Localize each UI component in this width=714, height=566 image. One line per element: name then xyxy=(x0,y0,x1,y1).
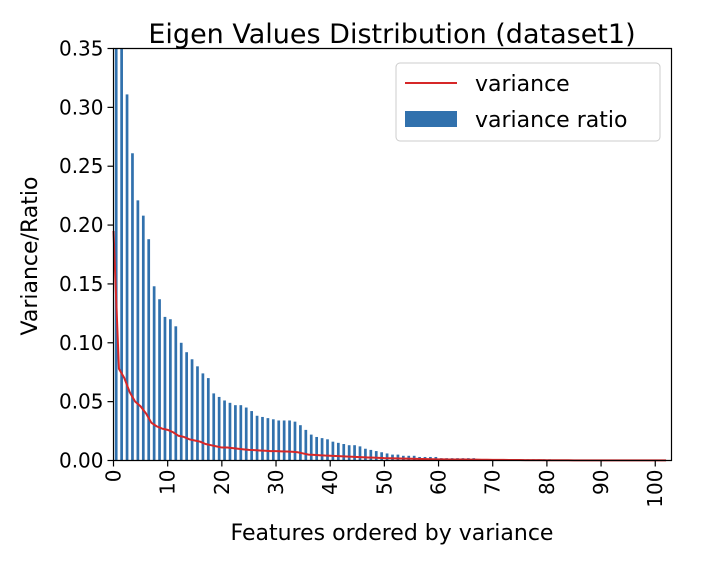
bar xyxy=(304,429,308,461)
bar xyxy=(136,200,140,461)
y-tick-label: 0.00 xyxy=(59,449,104,473)
y-tick-label: 0.20 xyxy=(59,213,104,237)
bar xyxy=(261,416,264,461)
y-ticks: 0.00 0.05 0.10 0.15 0.20 0.25 0.30 0.35 xyxy=(59,37,114,473)
x-axis-label: Features ordered by variance xyxy=(231,521,554,546)
bar xyxy=(282,420,286,461)
bar xyxy=(152,286,156,461)
bar xyxy=(158,299,161,461)
bar xyxy=(174,326,178,461)
bar xyxy=(309,434,313,461)
bar xyxy=(239,405,243,461)
x-tick-label: 40 xyxy=(318,470,342,495)
bar xyxy=(347,445,351,461)
bar xyxy=(250,411,253,461)
bar xyxy=(179,342,183,461)
x-tick-label: 10 xyxy=(156,470,180,495)
x-ticks: 0 10 20 30 40 50 60 70 80 90 100 xyxy=(102,460,667,508)
x-tick-label: 0 xyxy=(102,470,126,483)
bar xyxy=(147,239,151,461)
bar xyxy=(234,405,237,461)
bar xyxy=(196,366,199,461)
x-tick-label: 90 xyxy=(589,470,613,495)
bar xyxy=(266,418,270,461)
bar xyxy=(288,420,291,461)
x-tick-label: 30 xyxy=(264,470,288,495)
bar xyxy=(114,48,118,461)
bar xyxy=(223,400,226,461)
y-tick-label: 0.25 xyxy=(59,154,104,178)
legend: variance variance ratio xyxy=(395,62,661,142)
x-tick-label: 60 xyxy=(427,470,451,495)
bar xyxy=(190,359,194,461)
bar xyxy=(169,319,172,461)
y-tick-label: 0.10 xyxy=(59,331,104,355)
x-tick-label: 80 xyxy=(535,470,559,495)
bar xyxy=(201,373,205,461)
bar xyxy=(125,94,129,461)
legend-bar-swatch xyxy=(405,111,457,127)
bar xyxy=(228,402,232,461)
bar xyxy=(299,425,302,461)
bar xyxy=(206,378,210,461)
bar xyxy=(244,407,248,461)
bar xyxy=(385,453,389,461)
y-tick-label: 0.35 xyxy=(59,37,104,61)
bar xyxy=(185,352,188,461)
bar xyxy=(271,419,275,461)
bar xyxy=(380,452,384,461)
bar xyxy=(364,448,367,461)
legend-label-variance-ratio: variance ratio xyxy=(475,108,627,133)
bar xyxy=(331,441,335,461)
bar xyxy=(315,436,319,461)
chart-title: Eigen Values Distribution (dataset1) xyxy=(148,19,635,50)
bar xyxy=(277,420,281,461)
bar xyxy=(120,48,123,461)
y-tick-label: 0.30 xyxy=(59,95,104,119)
bar xyxy=(217,396,221,461)
bar xyxy=(342,444,346,461)
y-axis-label: Variance/Ratio xyxy=(18,177,43,336)
bars-group xyxy=(114,48,671,461)
bar xyxy=(293,421,297,461)
bar xyxy=(374,451,378,461)
x-tick-label: 70 xyxy=(481,470,505,495)
bar xyxy=(141,215,145,461)
bar xyxy=(163,316,167,461)
bar xyxy=(336,442,340,461)
bar xyxy=(369,449,373,461)
bar xyxy=(131,153,134,461)
y-tick-label: 0.05 xyxy=(59,390,104,414)
axes xyxy=(112,47,673,462)
bar xyxy=(320,438,324,461)
x-tick-label: 100 xyxy=(643,470,667,508)
bar xyxy=(326,439,329,461)
x-tick-label: 20 xyxy=(210,470,234,495)
bar xyxy=(353,445,356,461)
bar xyxy=(255,415,259,461)
legend-box xyxy=(395,62,661,142)
bar xyxy=(358,446,362,461)
x-tick-label: 50 xyxy=(372,470,396,495)
bar xyxy=(212,393,216,461)
legend-label-variance: variance xyxy=(475,72,570,97)
y-tick-label: 0.15 xyxy=(59,272,104,296)
